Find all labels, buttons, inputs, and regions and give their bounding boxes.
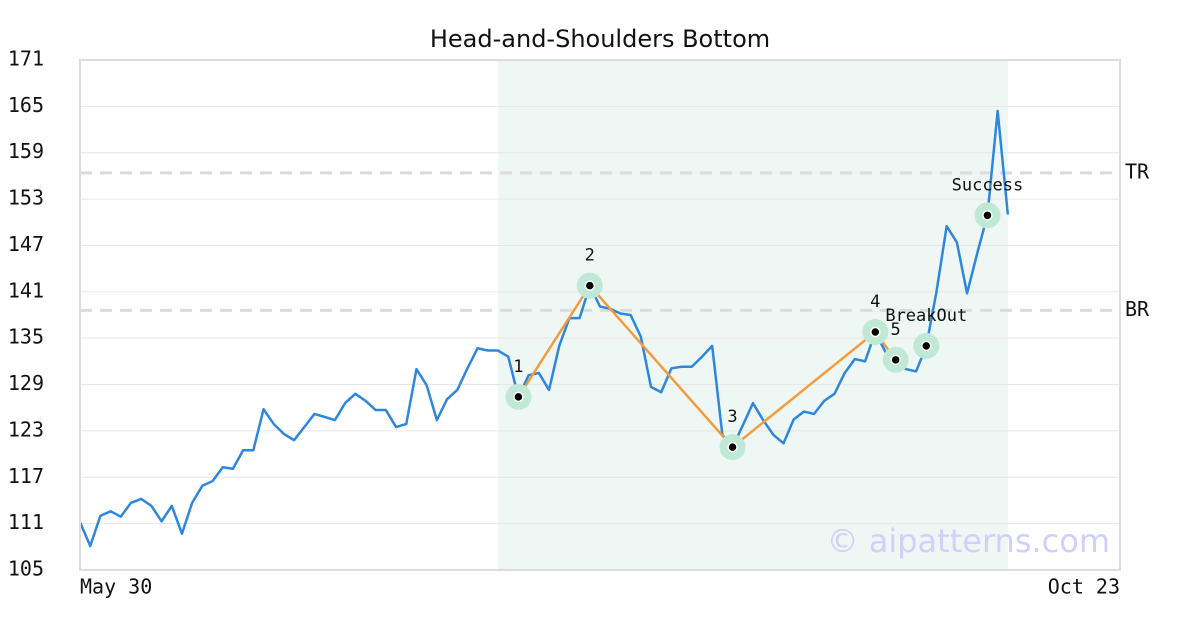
marker-dot [921, 340, 932, 352]
level-label: TR [1125, 159, 1150, 183]
marker-dot [890, 354, 901, 366]
marker-label: 5 [891, 320, 901, 340]
y-tick-label: 123 [8, 417, 44, 441]
marker-label: 3 [727, 407, 737, 427]
marker-dot [727, 441, 738, 453]
plot-frame [79, 59, 1121, 571]
y-tick-label: 105 [8, 557, 44, 581]
y-tick-label: 159 [8, 139, 44, 163]
y-tick-label: 171 [8, 47, 44, 71]
y-tick-label: 129 [8, 371, 44, 395]
y-tick-label: 147 [8, 232, 44, 256]
marker-label: 2 [585, 246, 595, 266]
pattern-region [498, 60, 1008, 570]
y-tick-label: 117 [8, 464, 44, 488]
marker-dot [982, 210, 993, 221]
marker-label: 4 [870, 292, 880, 312]
chart-title: Head-and-Shoulders Bottom [430, 25, 770, 53]
level-label: BR [1125, 297, 1150, 321]
y-tick-label: 135 [8, 325, 44, 349]
marker-dot [870, 326, 881, 338]
y-tick-label: 165 [8, 93, 44, 117]
y-tick-label: 141 [8, 278, 44, 302]
x-tick-label: May 30 [80, 575, 152, 599]
watermark: © aipatterns.com [827, 522, 1110, 560]
marker-label: 1 [513, 357, 523, 377]
marker-dot [513, 391, 524, 403]
price-line [78, 109, 1010, 548]
y-tick-label: 153 [8, 186, 44, 210]
marker-dot [584, 280, 596, 291]
x-tick-label: Oct 23 [1048, 575, 1120, 599]
marker-label: BreakOut [885, 306, 967, 326]
marker-label: Success [952, 175, 1024, 195]
y-tick-label: 111 [8, 510, 44, 534]
